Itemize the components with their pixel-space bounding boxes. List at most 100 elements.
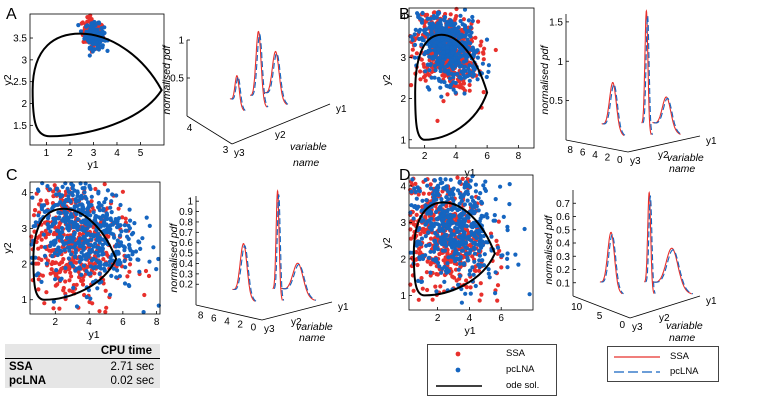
ssa-point	[105, 234, 110, 239]
ssa-point	[91, 225, 96, 230]
x-tick-label: 8	[154, 317, 160, 328]
pclna-point	[409, 203, 414, 208]
ridge-tick-label: 0	[251, 323, 257, 334]
pclna-point	[475, 55, 480, 60]
pclna-point	[426, 230, 431, 235]
pdf-y-tick-label: 0.1	[556, 278, 570, 289]
legend-item-ode: ode sol.	[428, 379, 556, 393]
pclna-point	[462, 91, 467, 96]
pclna-point	[425, 183, 430, 188]
pclna-point	[480, 61, 485, 66]
axes-frame	[408, 174, 534, 311]
pclna-point	[70, 239, 75, 244]
ssa-point	[44, 290, 49, 295]
pdf-axis-label-a: normalised pdf	[161, 44, 173, 114]
ssa-point	[103, 309, 108, 315]
pclna-point	[505, 256, 510, 261]
ssa-point	[481, 51, 486, 56]
pclna-point	[470, 14, 475, 20]
ssa-point	[415, 262, 420, 268]
ssa-pdf-curve-y2	[249, 30, 268, 108]
pclna-point	[481, 263, 487, 268]
legend-line-ode	[436, 385, 482, 387]
ssa-point	[464, 278, 469, 283]
ridge-tick-label: 4	[592, 150, 598, 161]
pdf-y-tick-label: 0.5	[179, 249, 193, 260]
pclna-point	[439, 61, 445, 66]
pclna-point	[82, 227, 87, 232]
pclna-point	[453, 45, 458, 50]
pclna-point	[456, 267, 461, 272]
pclna-point	[36, 271, 41, 276]
pclna-point	[435, 183, 440, 188]
axis-ticks: 2 4 6 8 1 2 3 4	[400, 12, 521, 162]
pclna-point	[111, 266, 116, 271]
pclna-point	[89, 21, 94, 26]
pclna-point	[58, 194, 63, 199]
pclna-point	[452, 244, 457, 249]
pclna-point	[147, 259, 152, 264]
y-tick-label: 3.5	[13, 34, 27, 45]
axes-frame	[29, 181, 161, 315]
pclna-pdf-curve-y2	[251, 33, 269, 108]
pclna-point	[412, 186, 417, 191]
ssa-point	[47, 248, 52, 253]
pclna-point	[67, 248, 72, 253]
pclna-point	[87, 185, 92, 190]
axis-ticks: 2 4 6 8 1 2 3 4	[21, 188, 159, 328]
pclna-point	[437, 226, 442, 231]
pclna-point	[460, 248, 465, 253]
pclna-point	[107, 259, 112, 264]
pclna-point	[101, 223, 106, 228]
pclna-point	[105, 188, 110, 193]
pclna-point	[434, 209, 439, 215]
pclna-point	[449, 219, 454, 224]
y-tick-label: 1	[400, 135, 406, 146]
pclna-point	[435, 260, 441, 265]
pclna-point	[455, 228, 460, 234]
pclna-point	[71, 236, 76, 241]
pclna-point	[88, 271, 93, 276]
pclna-point	[42, 253, 48, 258]
ssa-point	[420, 286, 425, 291]
pclna-point	[412, 55, 417, 60]
ridge-variable-label: y2	[659, 313, 670, 324]
pclna-point	[75, 227, 80, 232]
ssa-point	[104, 252, 110, 257]
pclna-point	[72, 230, 77, 235]
panel-letter-a: A	[6, 6, 17, 23]
pclna-point	[81, 246, 86, 251]
pclna-point	[81, 206, 86, 211]
x-tick-label: 2	[53, 317, 59, 328]
pclna-point	[471, 232, 476, 238]
pclna-point	[88, 35, 93, 40]
pclna-point	[426, 255, 431, 260]
ssa-point	[435, 272, 440, 277]
ridge-tick-label: 4	[224, 317, 230, 328]
pclna-point	[479, 213, 484, 218]
pdf-plot-b: 0.5 1 1.5 8 6 4 2 0 y3 y2 y1	[549, 9, 717, 167]
pclna-point	[470, 198, 476, 203]
pclna-point	[446, 225, 451, 230]
pclna-point	[447, 76, 453, 81]
ssa-point	[51, 270, 56, 275]
pclna-point	[462, 185, 467, 190]
pclna-point	[441, 50, 446, 55]
ssa-point	[461, 86, 466, 91]
x-axis-label: y1	[87, 159, 98, 171]
pclna-point	[493, 291, 498, 296]
pclna-point	[445, 261, 450, 266]
pclna-point	[472, 259, 477, 264]
ssa-point	[478, 43, 483, 48]
ridge-axis-side	[627, 135, 701, 153]
axis-ticks: 1 2 3 4 5 1.5 2 2.5 3 3.5	[13, 34, 144, 159]
pclna-point	[451, 255, 456, 260]
ssa-point	[411, 288, 416, 293]
pclna-point	[470, 70, 475, 75]
pdf-axis-label-c: normalised pdf	[168, 222, 180, 292]
pclna-pdf-curve-y1	[653, 97, 682, 135]
pclna-point	[487, 275, 492, 280]
ssa-point	[80, 282, 86, 287]
pclna-point	[480, 258, 485, 263]
ssa-point	[444, 204, 449, 209]
